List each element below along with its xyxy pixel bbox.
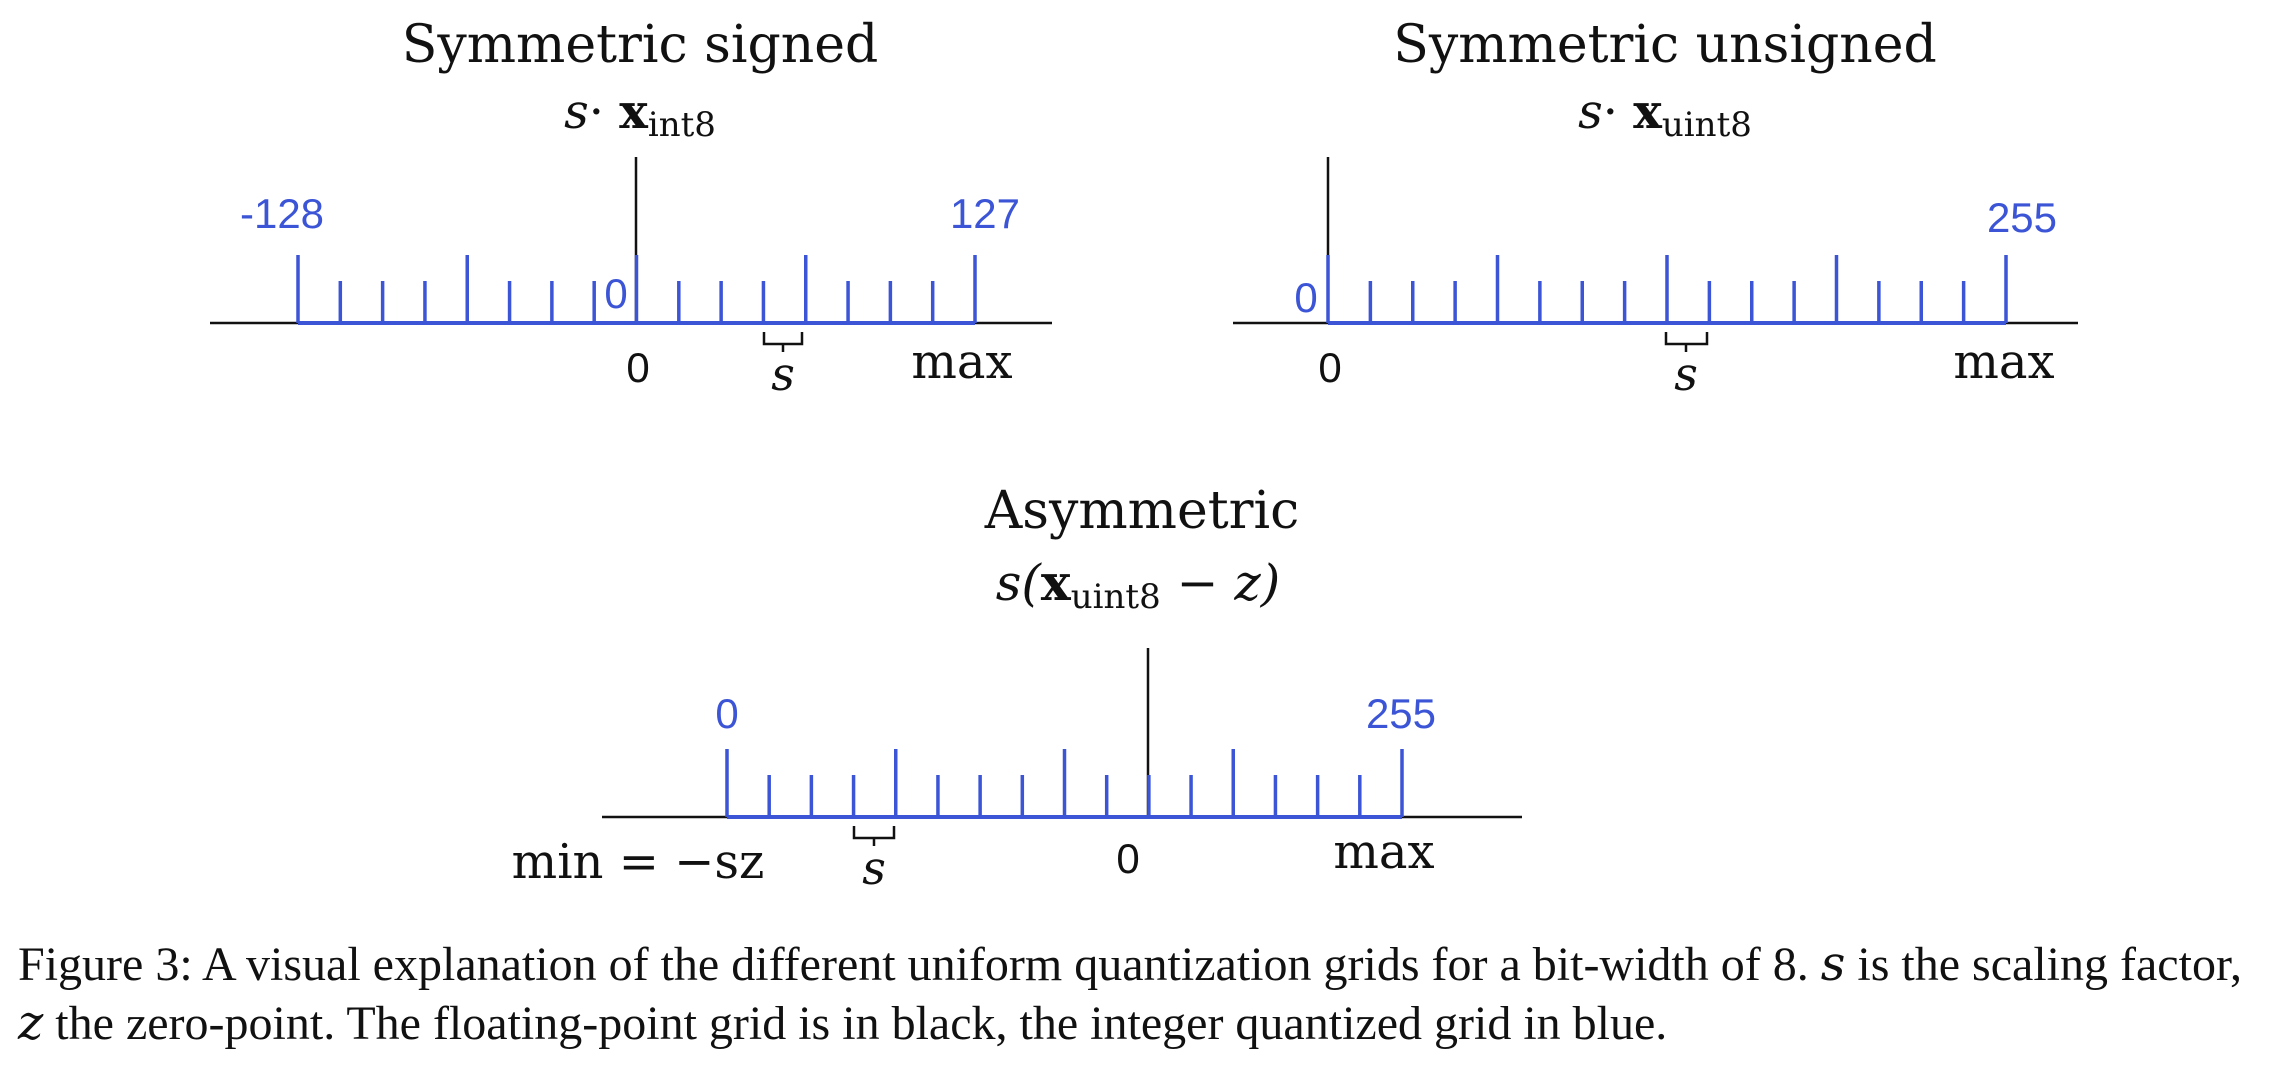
scale-label: s [1674,347,1698,401]
panel-title: Symmetric signed [402,15,879,75]
float-max-label: max [911,334,1012,390]
int-ticks [1326,255,2008,323]
float-max-label: max [1953,334,2054,390]
int-ticks [725,749,1404,817]
float-zero-label: 0 [1318,344,1341,391]
scale-bracket [762,332,804,352]
caption-z-var: z [18,995,44,1051]
int-max-label: 127 [950,190,1020,237]
caption-part2: is the scaling factor, [1845,938,2242,991]
caption-label: Figure 3: A visual explanation of the di… [18,938,1809,991]
scale-bracket [852,826,896,846]
caption-s-var: s [1820,936,1846,992]
panel-asymmetric: Asymmetric s(xuint8 − z) 0 255 min = −sz… [512,481,1522,895]
int-max-label: 255 [1366,690,1436,737]
float-max-label: max [1333,824,1434,880]
formula: s· xint8 [564,84,716,145]
int-zero-label: 0 [1294,274,1317,321]
float-zero-label: 0 [626,344,649,391]
formula: s(xuint8 − z) [996,553,1280,617]
int-ticks [296,255,977,323]
figure-caption: Figure 3: A visual explanation of the di… [18,935,2278,1053]
float-min-label: min = −sz [512,834,765,890]
panel-title: Asymmetric [984,481,1300,541]
int-min-label: -128 [240,190,324,237]
caption-part3: the zero-point. The floating-point grid … [43,997,1668,1050]
panel-symmetric-signed: Symmetric signed s· xint8 -128 127 0 0 m… [210,15,1052,401]
scale-bracket [1664,332,1709,352]
int-max-label: 255 [1987,194,2057,241]
float-zero-label: 0 [1116,835,1139,882]
panel-symmetric-unsigned: Symmetric unsigned s· xuint8 0 255 0 max… [1233,15,2078,401]
int-zero-label: 0 [715,690,738,737]
scale-label: s [771,347,795,401]
panel-title: Symmetric unsigned [1393,15,1937,75]
formula: s· xuint8 [1578,84,1752,145]
int-zero-label: 0 [604,270,627,317]
scale-label: s [862,841,886,895]
